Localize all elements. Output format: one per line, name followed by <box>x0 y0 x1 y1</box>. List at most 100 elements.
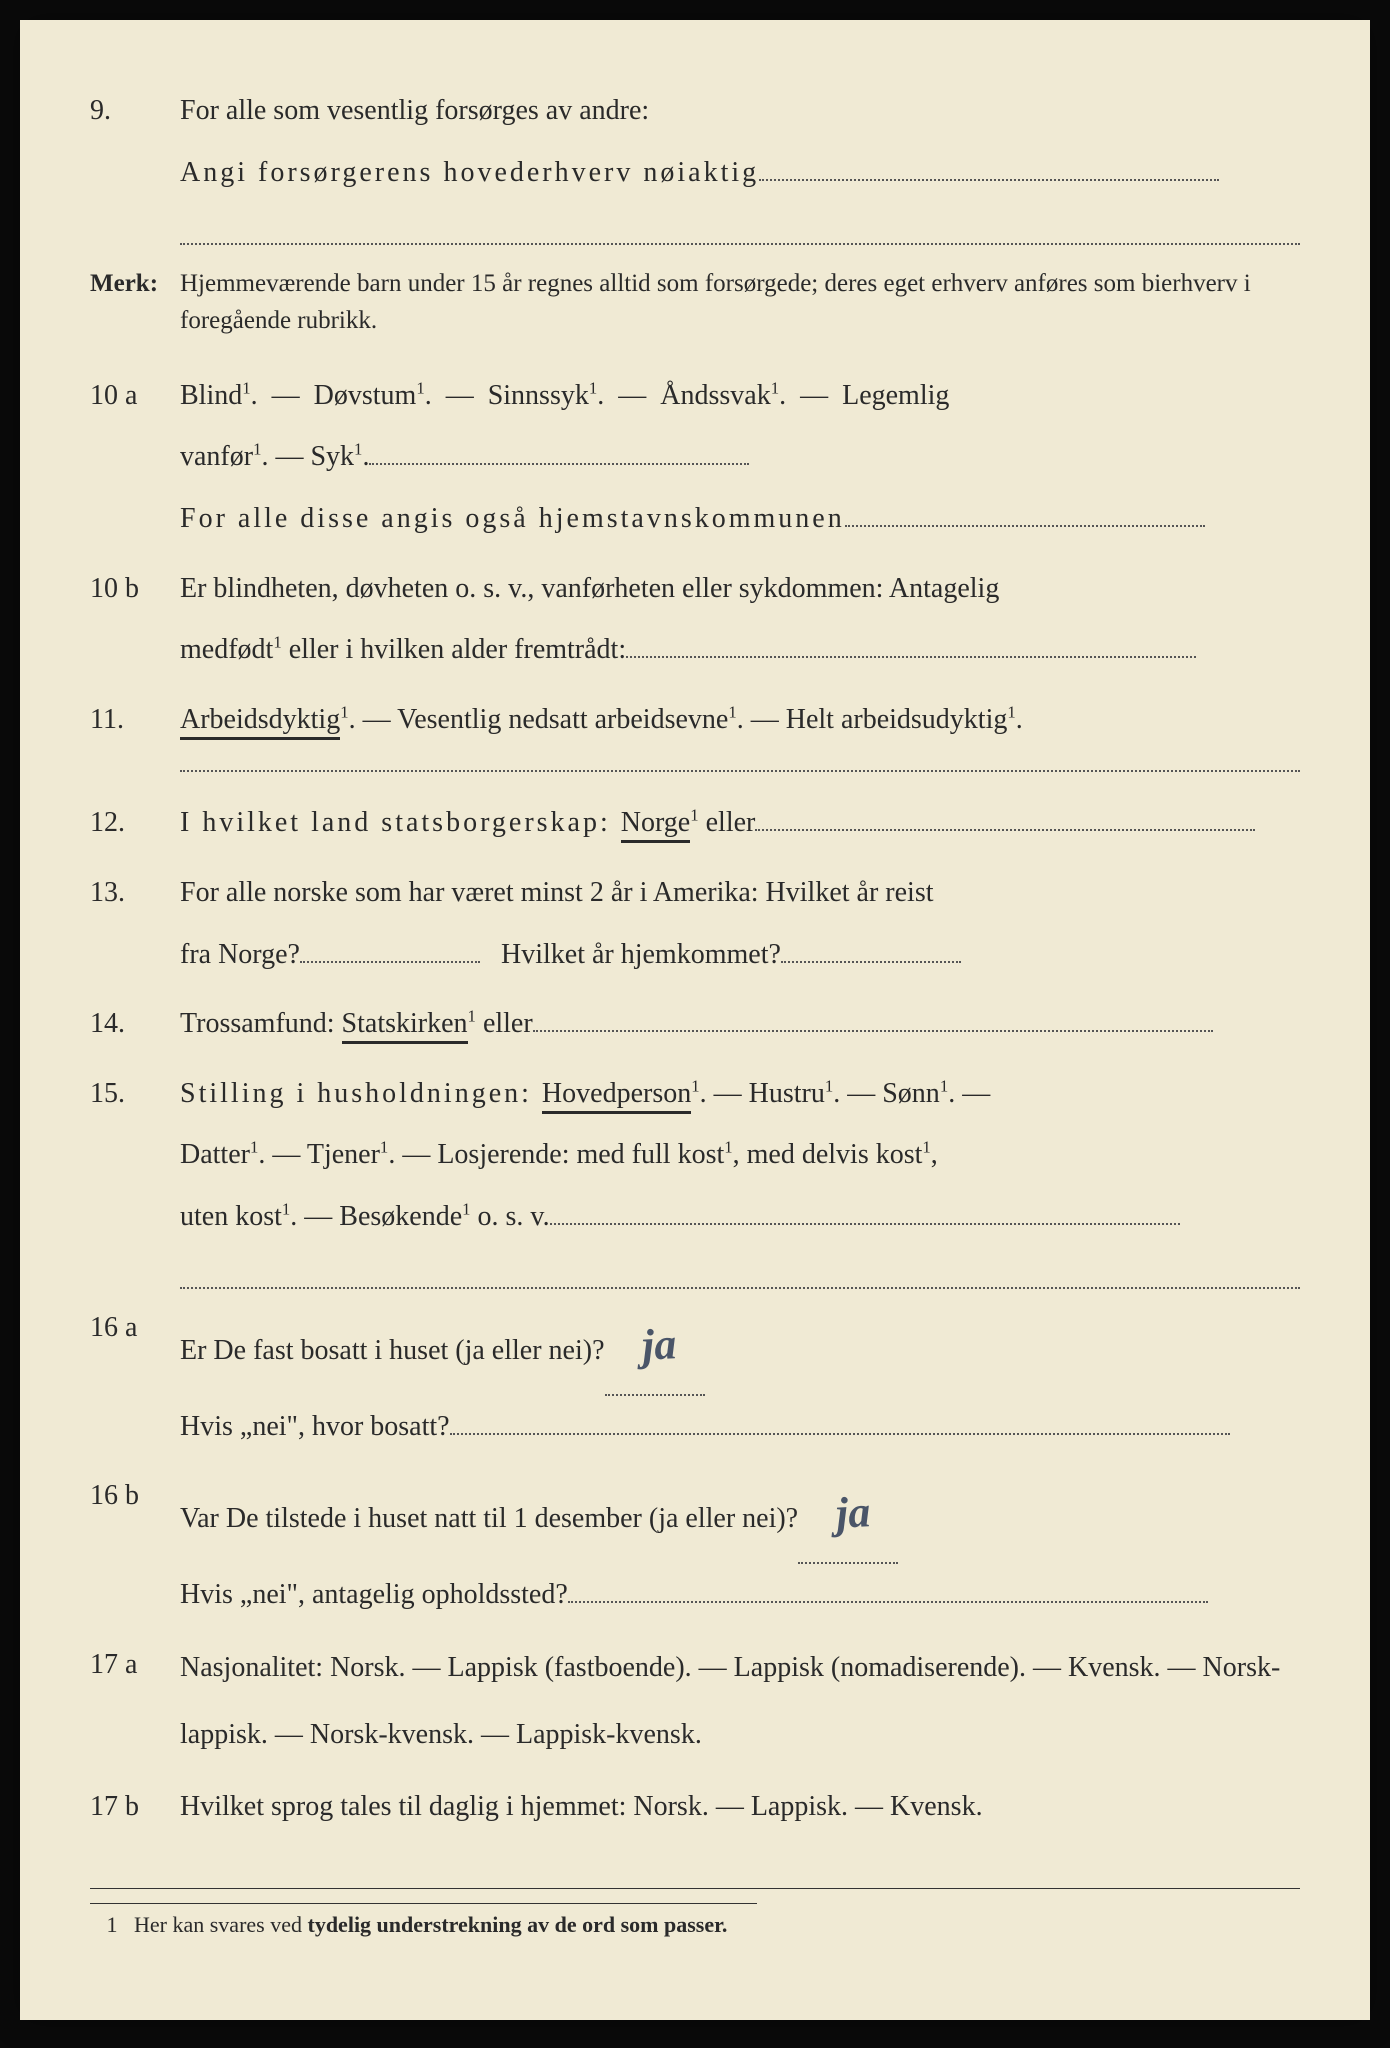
q13-line1: For alle norske som har været minst 2 år… <box>180 862 1300 924</box>
q13-content: For alle norske som har været minst 2 år… <box>180 862 1300 985</box>
question-16b: 16 b Var De tilstede i huset natt til 1 … <box>90 1465 1300 1625</box>
q15-opt2: Hustru <box>749 1078 825 1109</box>
q16b-answer: ja <box>833 1465 872 1563</box>
q10a-opt6: vanfør <box>180 441 253 472</box>
q12-text1: I hvilket land statsborgerskap: <box>180 807 621 838</box>
q15-opt6: Besøkende <box>339 1201 462 1232</box>
question-17b: 17 b Hvilket sprog tales til daglig i hj… <box>90 1776 1300 1838</box>
blank-line <box>450 1433 1230 1435</box>
q13-line2b: Hvilket år hjemkommet? <box>501 939 781 970</box>
q16a-number: 16 a <box>90 1297 180 1457</box>
q13-line2a: fra Norge? <box>180 939 300 970</box>
question-12: 12. I hvilket land statsborgerskap: Norg… <box>90 792 1300 854</box>
q17a-number: 17 a <box>90 1634 180 1768</box>
question-11: 11. Arbeidsdyktig1. — Vesentlig nedsatt … <box>90 689 1300 751</box>
blank-line <box>300 961 480 963</box>
q12-opt1-underlined: Norge <box>621 807 690 843</box>
q17a-content: Nasjonalitet: Norsk. — Lappisk (fastboen… <box>180 1634 1300 1768</box>
footnote: 1 Her kan svares ved tydelig understrekn… <box>90 1888 1300 1938</box>
section-divider <box>180 770 1300 772</box>
q10b-line2a: medfødt <box>180 634 273 665</box>
q10a-opt1: Blind <box>180 380 242 411</box>
q15-text5: o. s. v. <box>471 1201 550 1232</box>
q12-content: I hvilket land statsborgerskap: Norge1 e… <box>180 792 1300 854</box>
blank-line <box>533 1030 1213 1032</box>
q16b-line2: Hvis „nei", antagelig opholdssted? <box>180 1579 568 1610</box>
q15-number: 15. <box>90 1063 180 1289</box>
question-10b: 10 b Er blindheten, døvheten o. s. v., v… <box>90 558 1300 681</box>
blank-line <box>626 656 1196 658</box>
q16a-line1-wrap: Er De fast bosatt i huset (ja eller nei)… <box>180 1297 1300 1396</box>
question-10a: 10 a Blind1. — Døvstum1. — Sinnssyk1. — … <box>90 365 1300 550</box>
blank-line <box>755 829 1255 831</box>
document-page: 9. For alle som vesentlig forsørges av a… <box>20 20 1370 2020</box>
q16a-line2: Hvis „nei", hvor bosatt? <box>180 1411 450 1442</box>
blank-full-line <box>180 1256 1300 1290</box>
blank-line <box>550 1223 1180 1225</box>
q16b-content: Var De tilstede i huset natt til 1 desem… <box>180 1465 1300 1625</box>
q16b-line1: Var De tilstede i huset natt til 1 desem… <box>180 1503 798 1534</box>
q11-content: Arbeidsdyktig1. — Vesentlig nedsatt arbe… <box>180 689 1300 751</box>
q9-number: 9. <box>90 80 180 245</box>
q16a-answer-line: ja <box>605 1297 705 1396</box>
question-14: 14. Trossamfund: Statskirken1 eller <box>90 993 1300 1055</box>
blank-line <box>845 525 1205 527</box>
q16a-line2-wrap: Hvis „nei", hvor bosatt? <box>180 1396 1300 1458</box>
q12-text2: eller <box>706 807 756 838</box>
q11-opt3: Helt arbeidsudyktig <box>786 704 1008 735</box>
q9-line2: Angi forsørgerens hovederhverv nøiaktig <box>180 157 759 188</box>
q15-text4: uten kost <box>180 1201 282 1232</box>
q9-content: For alle som vesentlig forsørges av andr… <box>180 80 1300 245</box>
footnote-text2: tydelig understrekning av de ord som pas… <box>308 1912 728 1937</box>
q10a-number: 10 a <box>90 365 180 550</box>
q9-line1: For alle som vesentlig forsørges av andr… <box>180 80 1300 142</box>
q15-opt3: Sønn <box>882 1078 940 1109</box>
q17b-number: 17 b <box>90 1776 180 1838</box>
q16a-content: Er De fast bosatt i huset (ja eller nei)… <box>180 1297 1300 1457</box>
q10a-opt2: Døvstum <box>314 380 417 411</box>
merk-text: Hjemmeværende barn under 15 år regnes al… <box>180 265 1300 340</box>
footnote-text1: Her kan svares ved <box>134 1912 308 1937</box>
q10a-opt4: Åndssvak <box>660 380 770 411</box>
question-9: 9. For alle som vesentlig forsørges av a… <box>90 80 1300 245</box>
q13-line2: fra Norge? Hvilket år hjemkommet? <box>180 924 1300 986</box>
q14-content: Trossamfund: Statskirken1 eller <box>180 993 1300 1055</box>
q15-opt1-underlined: Hovedperson <box>542 1078 691 1114</box>
q11-opt2: Vesentlig nedsatt arbeidsevne <box>397 704 728 735</box>
q10b-line1: Er blindheten, døvheten o. s. v., vanfør… <box>180 558 1300 620</box>
q10a-line1: Blind1. — Døvstum1. — Sinnssyk1. — Åndss… <box>180 365 1300 427</box>
q10b-line2: medfødt1 eller i hvilken alder fremtrådt… <box>180 619 1300 681</box>
q15-line3: uten kost1. — Besøkende1 o. s. v. <box>180 1186 1300 1248</box>
q15-opt5: Tjener <box>307 1139 380 1170</box>
q13-number: 13. <box>90 862 180 985</box>
q10b-content: Er blindheten, døvheten o. s. v., vanfør… <box>180 558 1300 681</box>
q15-line1: Stilling i husholdningen: Hovedperson1. … <box>180 1063 1300 1125</box>
q14-opt1-underlined: Statskirken <box>342 1008 468 1044</box>
q10a-line3-wrap: For alle disse angis også hjemstavnskomm… <box>180 488 1300 550</box>
q16b-answer-line: ja <box>798 1465 898 1564</box>
q10a-line3: For alle disse angis også hjemstavnskomm… <box>180 503 845 534</box>
q16b-line1-wrap: Var De tilstede i huset natt til 1 desem… <box>180 1465 1300 1564</box>
q10a-line2: vanfør1. — Syk1. <box>180 426 1300 488</box>
q15-text2: Losjerende: med full kost <box>437 1139 724 1170</box>
q10a-opt3: Sinnssyk <box>488 380 589 411</box>
question-17a: 17 a Nasjonalitet: Norsk. — Lappisk (fas… <box>90 1634 1300 1768</box>
blank-full-line <box>180 211 1300 245</box>
question-15: 15. Stilling i husholdningen: Hovedperso… <box>90 1063 1300 1289</box>
q15-opt4: Datter <box>180 1139 250 1170</box>
q11-opt1-underlined: Arbeidsdyktig <box>180 704 340 740</box>
question-13: 13. For alle norske som har været minst … <box>90 862 1300 985</box>
q16b-number: 16 b <box>90 1465 180 1625</box>
q9-line2-wrap: Angi forsørgerens hovederhverv nøiaktig <box>180 142 1300 204</box>
q10a-opt5: Legemlig <box>842 380 949 411</box>
q15-content: Stilling i husholdningen: Hovedperson1. … <box>180 1063 1300 1289</box>
q16a-line1: Er De fast bosatt i huset (ja eller nei)… <box>180 1335 605 1366</box>
q17b-content: Hvilket sprog tales til daglig i hjemmet… <box>180 1776 1300 1838</box>
q15-text1: Stilling i husholdningen: <box>180 1078 542 1109</box>
q14-text2: eller <box>483 1008 533 1039</box>
q10a-opt7: Syk <box>310 441 354 472</box>
q16b-line2-wrap: Hvis „nei", antagelig opholdssted? <box>180 1564 1300 1626</box>
q14-number: 14. <box>90 993 180 1055</box>
blank-line <box>759 179 1219 181</box>
blank-line <box>568 1601 1208 1603</box>
